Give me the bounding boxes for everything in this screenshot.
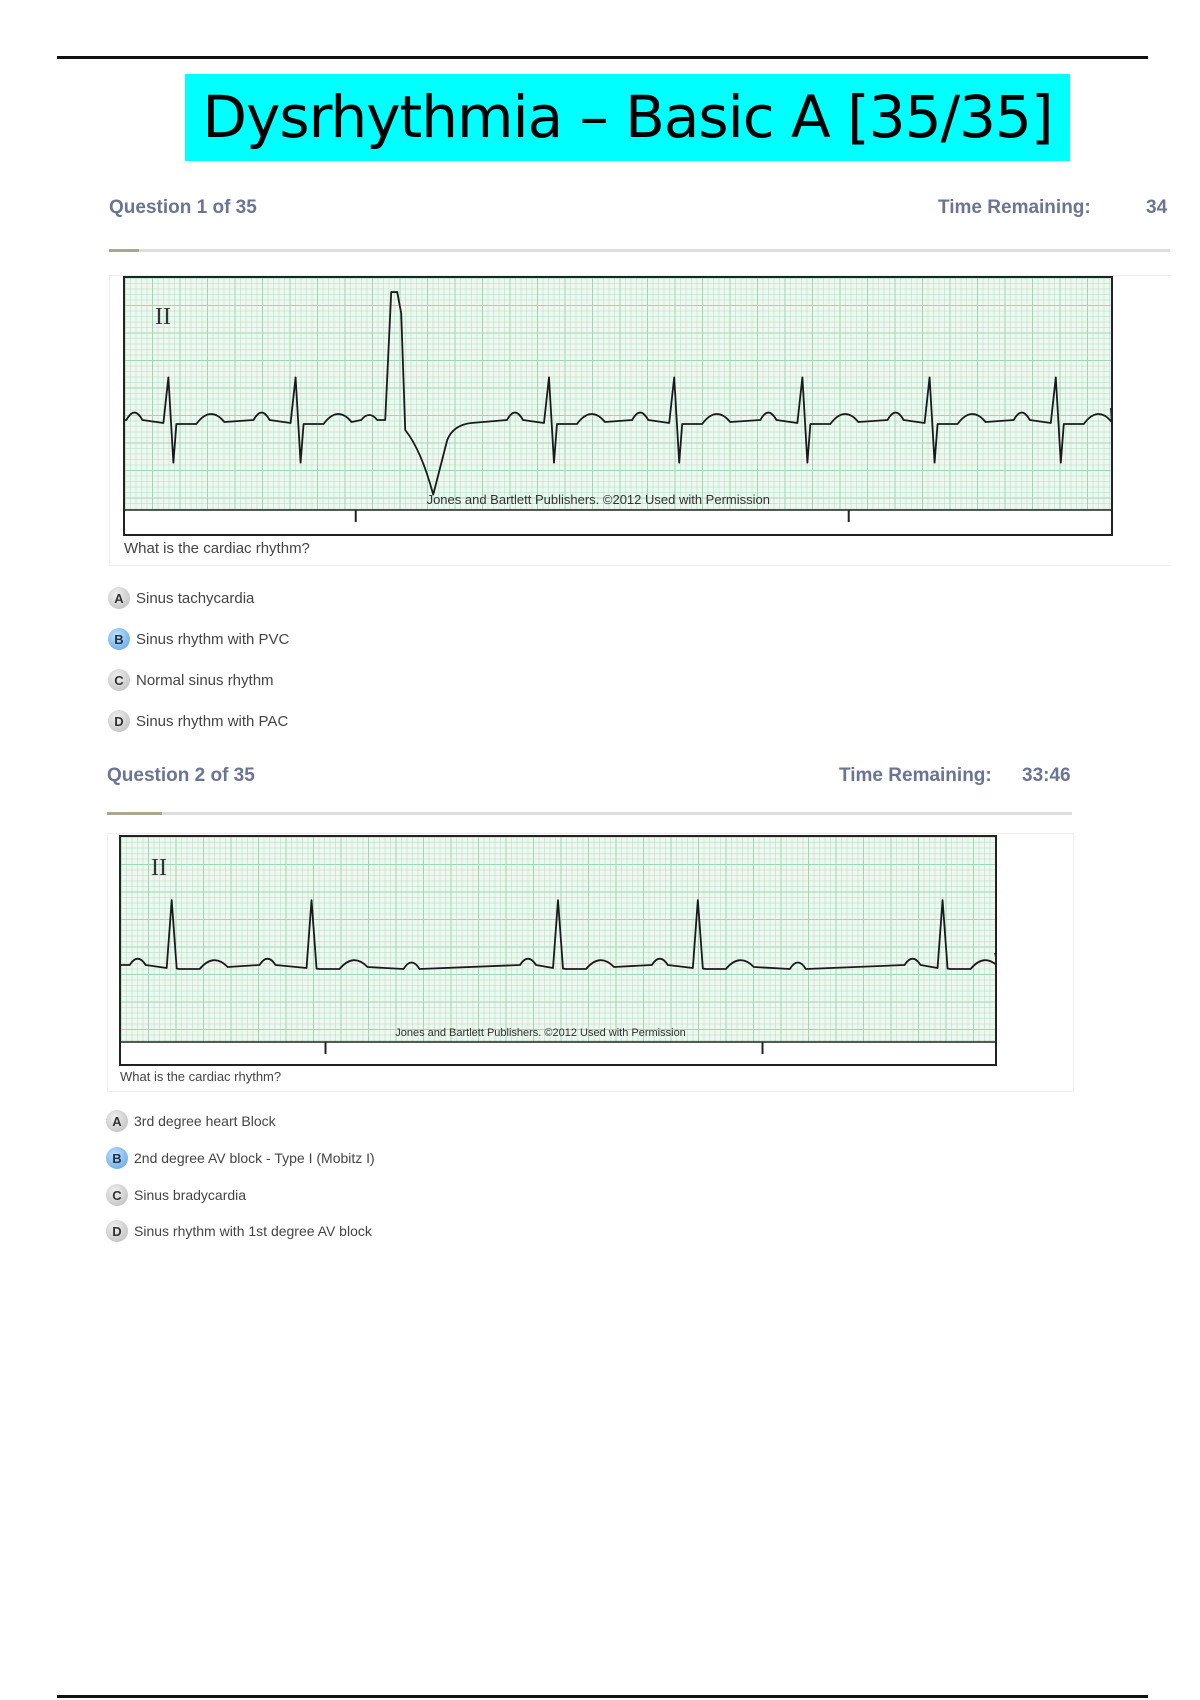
document-title: Dysrhythmia – Basic A [35/35] — [185, 74, 1070, 161]
ecg-strip-1: II Jones and Bartlett Publishers. ©2012 U… — [123, 276, 1113, 536]
option-c[interactable]: C Normal sinus rhythm — [108, 669, 274, 691]
option-a[interactable]: A 3rd degree heart Block — [106, 1110, 276, 1132]
bottom-rule — [57, 1695, 1148, 1698]
option-badge[interactable]: D — [108, 710, 130, 732]
option-badge[interactable]: A — [106, 1110, 128, 1132]
ecg-lead-label: II — [151, 855, 167, 881]
option-badge[interactable]: C — [108, 669, 130, 691]
option-label: Sinus rhythm with 1st degree AV block — [134, 1223, 372, 1239]
option-label: Normal sinus rhythm — [136, 671, 274, 689]
option-label: Sinus bradycardia — [134, 1187, 247, 1203]
ecg-credit: Jones and Bartlett Publishers. ©2012 Use… — [395, 1027, 686, 1039]
question-2-prompt: What is the cardiac rhythm? — [120, 1069, 282, 1084]
time-remaining-label: Time Remaining: — [938, 197, 1091, 218]
time-remaining-value: 33:46 — [1022, 765, 1071, 786]
option-label: 3rd degree heart Block — [134, 1113, 276, 1129]
time-remaining-value: 34 — [1146, 197, 1168, 218]
question-2-header: Question 2 of 35 — [107, 765, 255, 786]
option-label: Sinus rhythm with PVC — [136, 630, 290, 648]
option-label: Sinus tachycardia — [136, 589, 255, 607]
option-a[interactable]: A Sinus tachycardia — [108, 587, 254, 609]
option-c[interactable]: C Sinus bradycardia — [106, 1184, 246, 1206]
question-1-header: Question 1 of 35 — [109, 197, 257, 218]
ecg-strip-2: II Jones and Bartlett Publishers. ©2012 U… — [119, 835, 997, 1066]
ecg-grid-background — [121, 837, 995, 1042]
option-badge-selected[interactable]: B — [106, 1147, 128, 1169]
ecg-credit: Jones and Bartlett Publishers. ©2012 Use… — [427, 492, 770, 507]
option-d[interactable]: D Sinus rhythm with 1st degree AV block — [106, 1220, 372, 1242]
progress-bar — [109, 249, 1170, 252]
option-badge[interactable]: D — [106, 1220, 128, 1242]
option-badge-selected[interactable]: B — [108, 628, 130, 650]
ecg-lead-label: II — [155, 304, 171, 330]
option-b[interactable]: B Sinus rhythm with PVC — [108, 628, 289, 650]
ecg-grid-background — [125, 278, 1111, 510]
option-badge[interactable]: C — [106, 1184, 128, 1206]
progress-bar — [107, 812, 1072, 815]
ecg-waveform — [121, 899, 995, 970]
question-1-prompt: What is the cardiac rhythm? — [124, 540, 310, 557]
option-label: 2nd degree AV block - Type I (Mobitz I) — [134, 1150, 375, 1166]
option-badge[interactable]: A — [108, 587, 130, 609]
option-b[interactable]: B 2nd degree AV block - Type I (Mobitz I) — [106, 1147, 375, 1169]
top-rule — [57, 56, 1148, 59]
option-d[interactable]: D Sinus rhythm with PAC — [108, 710, 288, 732]
option-label: Sinus rhythm with PAC — [136, 712, 289, 730]
time-remaining-label: Time Remaining: — [839, 765, 992, 786]
ecg-waveform — [125, 291, 1111, 496]
